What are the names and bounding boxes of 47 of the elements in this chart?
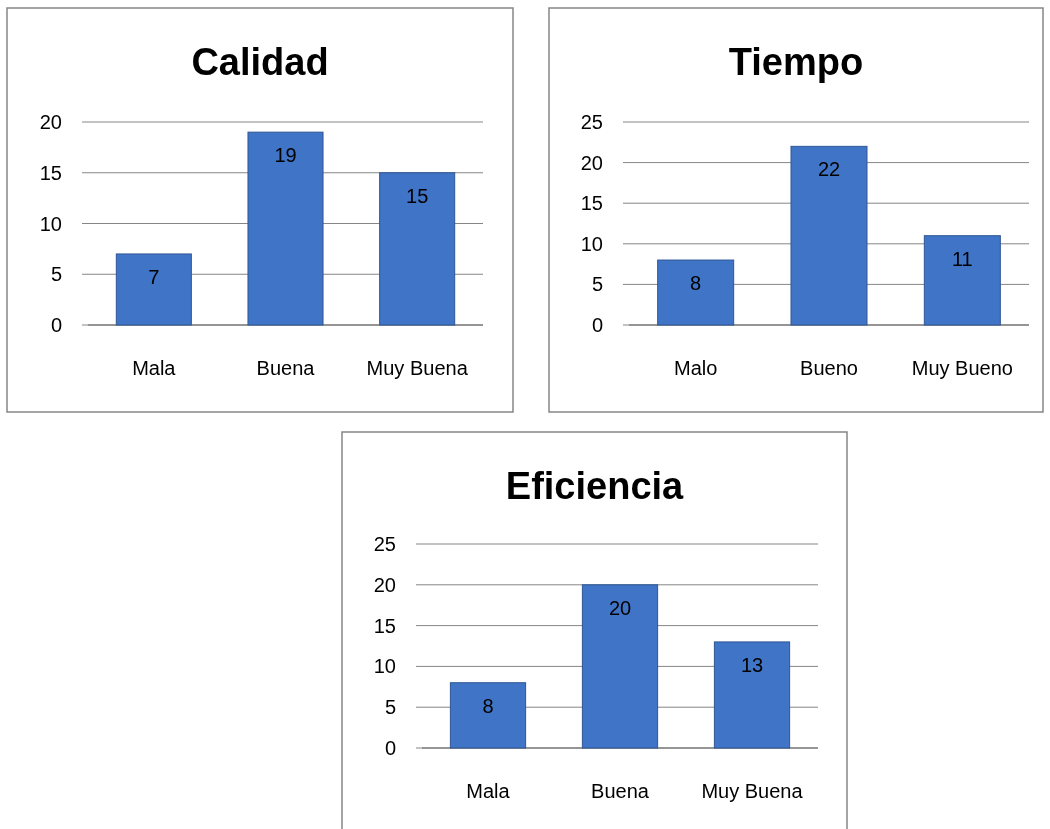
data-label: 19 bbox=[274, 144, 297, 167]
y-tick-label: 20 bbox=[39, 111, 62, 133]
bar bbox=[247, 131, 324, 326]
data-label: 15 bbox=[406, 184, 429, 207]
y-tick-label: 5 bbox=[384, 696, 396, 719]
chart-title: Eficiencia bbox=[505, 465, 685, 507]
x-tick-label: Mala bbox=[466, 780, 511, 802]
x-tick-label: Muy Bueno bbox=[911, 357, 1013, 379]
chart-title: Tiempo bbox=[728, 41, 864, 83]
chart-title: Calidad bbox=[191, 41, 329, 83]
y-tick-label: 0 bbox=[591, 314, 603, 336]
data-label: 8 bbox=[482, 694, 494, 717]
data-label: 8 bbox=[690, 272, 702, 295]
data-label: 13 bbox=[740, 653, 764, 676]
bar bbox=[379, 172, 456, 326]
y-tick-label: 10 bbox=[580, 232, 603, 255]
data-label: 11 bbox=[951, 247, 973, 270]
bar bbox=[449, 682, 527, 749]
y-tick-label: 20 bbox=[373, 573, 396, 596]
x-tick-label: Muy Buena bbox=[701, 780, 804, 802]
x-tick-label: Malo bbox=[673, 357, 718, 379]
data-label: 22 bbox=[817, 158, 841, 181]
y-tick-label: 20 bbox=[580, 151, 603, 174]
y-tick-label: 15 bbox=[373, 614, 396, 637]
data-label: 20 bbox=[608, 596, 632, 619]
bar bbox=[115, 253, 192, 326]
y-tick-label: 15 bbox=[39, 161, 62, 184]
bar bbox=[923, 235, 1001, 326]
y-tick-label: 0 bbox=[50, 314, 62, 336]
y-tick-label: 25 bbox=[373, 533, 396, 555]
data-label: 7 bbox=[148, 265, 160, 288]
y-tick-label: 25 bbox=[580, 111, 603, 133]
x-tick-label: Buena bbox=[256, 357, 316, 379]
x-tick-label: Bueno bbox=[800, 357, 858, 379]
bar bbox=[713, 641, 791, 749]
y-tick-label: 5 bbox=[591, 273, 603, 296]
y-tick-label: 5 bbox=[50, 263, 62, 286]
y-tick-label: 0 bbox=[384, 737, 396, 759]
bar bbox=[657, 259, 735, 326]
bar bbox=[581, 584, 659, 749]
y-tick-label: 15 bbox=[580, 192, 603, 215]
x-tick-label: Muy Buena bbox=[366, 357, 469, 379]
x-tick-label: Mala bbox=[132, 357, 177, 379]
x-tick-label: Buena bbox=[591, 780, 650, 802]
y-tick-label: 10 bbox=[39, 212, 62, 235]
y-tick-label: 10 bbox=[373, 655, 396, 678]
bar bbox=[790, 145, 868, 326]
